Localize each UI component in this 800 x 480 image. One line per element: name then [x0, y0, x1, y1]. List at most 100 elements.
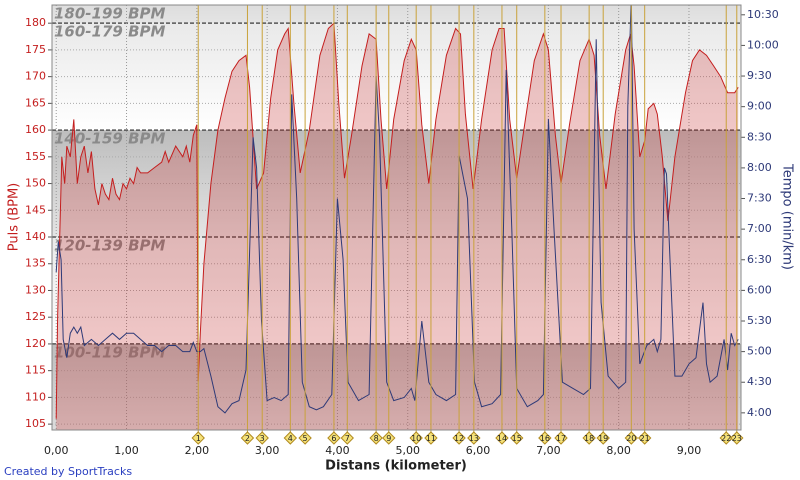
lap-marker: [730, 431, 744, 445]
lap-marker: [554, 431, 568, 445]
y2-tick-label: 5:30: [747, 314, 772, 327]
y-tick-label: 140: [25, 230, 46, 243]
lap-marker: [283, 431, 298, 445]
lap-label: 16: [540, 434, 550, 443]
y2-tick-label: 6:30: [747, 253, 772, 266]
y2-tick-label: 6:00: [747, 283, 772, 296]
x-tick-label: 6,00: [466, 444, 491, 457]
lap-label: 19: [598, 434, 608, 443]
x-tick-label: 9,00: [677, 444, 702, 457]
y2-tick-label: 9:30: [747, 69, 772, 82]
y2-tick-label: 4:30: [747, 375, 772, 388]
lap-label: 13: [469, 434, 479, 443]
lap-label: 5: [303, 434, 308, 443]
y-tick-label: 160: [25, 123, 46, 136]
lap-marker: [298, 431, 312, 445]
lap-label: 20: [626, 434, 636, 443]
zone-label: 180-199 BPM: [54, 5, 165, 23]
lap-marker: [255, 431, 269, 445]
lap-marker: [467, 431, 481, 445]
x-tick-label: 4,00: [325, 444, 350, 457]
y-tick-label: 130: [25, 283, 46, 296]
x-tick-label: 7,00: [536, 444, 561, 457]
lap-label: 3: [260, 434, 265, 443]
lap-marker: [327, 431, 341, 445]
y-tick-label: 175: [25, 43, 46, 56]
y-tick-label: 135: [25, 257, 46, 270]
lap-marker: [382, 431, 396, 445]
y-tick-label: 125: [25, 310, 46, 323]
y2-tick-label: 8:30: [747, 130, 772, 143]
credit[interactable]: Created by SportTracks: [4, 465, 132, 478]
lap-marker: [452, 431, 466, 445]
x-tick-label: 8,00: [606, 444, 631, 457]
lap-label: 2: [245, 434, 250, 443]
lap-label: 10: [411, 434, 421, 443]
lap-label: 17: [556, 434, 566, 443]
y-tick-label: 115: [25, 364, 46, 377]
x-axis-title: Distans (kilometer): [325, 459, 467, 474]
lap-label: 23: [732, 434, 742, 443]
lap-marker: [719, 431, 733, 445]
plot-frame: [51, 4, 742, 431]
lap-marker: [424, 431, 438, 445]
y-tick-label: 145: [25, 203, 46, 216]
lap-label: 12: [454, 434, 464, 443]
lap-label: 7: [345, 434, 350, 443]
line: [55, 5, 739, 414]
lap-marker: [538, 431, 552, 445]
y-tick-label: 105: [25, 417, 46, 430]
lap-label: 1: [196, 434, 201, 443]
zone-label: 120-139 BPM: [54, 237, 165, 255]
lap-marker: [624, 431, 639, 445]
x-tick-label: 1,00: [114, 444, 139, 457]
y2-tick-label: 8:00: [747, 161, 772, 174]
lap-marker: [191, 431, 205, 445]
x-tick-label: 0,00: [44, 444, 69, 457]
zone-label: 140-159 BPM: [54, 130, 165, 148]
y-tick-label: 120: [25, 337, 46, 350]
y-tick-label: 155: [25, 150, 46, 163]
x-tick-label: 3,00: [255, 444, 280, 457]
lap-label: 18: [584, 434, 594, 443]
x-tick-label: 2,00: [185, 444, 210, 457]
lap-marker: [495, 431, 509, 445]
zone-band: [52, 5, 741, 24]
y2-tick-label: 7:00: [747, 222, 772, 235]
lap-marker: [340, 431, 354, 445]
lap-marker: [369, 431, 383, 445]
lap-label: 8: [374, 434, 379, 443]
y2-tick-label: 5:00: [747, 345, 772, 358]
lap-marker: [240, 431, 255, 445]
lap-label: 21: [640, 434, 650, 443]
y2-tick-label: 10:30: [747, 8, 779, 21]
y2-tick-label: 7:30: [747, 192, 772, 205]
zone-label: 160-179 BPM: [54, 23, 165, 41]
lap-marker: [637, 431, 652, 445]
y-tick-label: 150: [25, 177, 46, 190]
lap-label: 9: [386, 434, 391, 443]
y2-tick-label: 9:00: [747, 100, 772, 113]
lap-label: 15: [512, 434, 522, 443]
y-tick-label: 170: [25, 70, 46, 83]
y-tick-label: 110: [25, 390, 46, 403]
y-tick-label: 180: [25, 16, 46, 29]
area: [56, 23, 739, 430]
lap-marker: [596, 431, 610, 445]
x-tick-label: 5,00: [395, 444, 420, 457]
lap-label: 14: [497, 434, 507, 443]
lap-marker: [582, 431, 596, 445]
lap-label: 22: [721, 434, 731, 443]
lap-marker: [409, 431, 423, 445]
y2-tick-label: 4:00: [747, 406, 772, 419]
zone-label: 100-119 BPM: [54, 343, 165, 361]
overlay: 1 2 3 4 5 6 7 8 9 10 11 12 13 14 15 16 17 18 19 20 21 22 23105…: [25, 5, 779, 457]
y2-axis-title: Tempo (min/km): [780, 163, 795, 270]
lap-label: 4: [288, 434, 293, 443]
y-axis-title: Puls (BPM): [7, 183, 22, 252]
y-tick-label: 165: [25, 96, 46, 109]
lap-label: 6: [331, 434, 336, 443]
y2-tick-label: 10:00: [747, 38, 779, 51]
